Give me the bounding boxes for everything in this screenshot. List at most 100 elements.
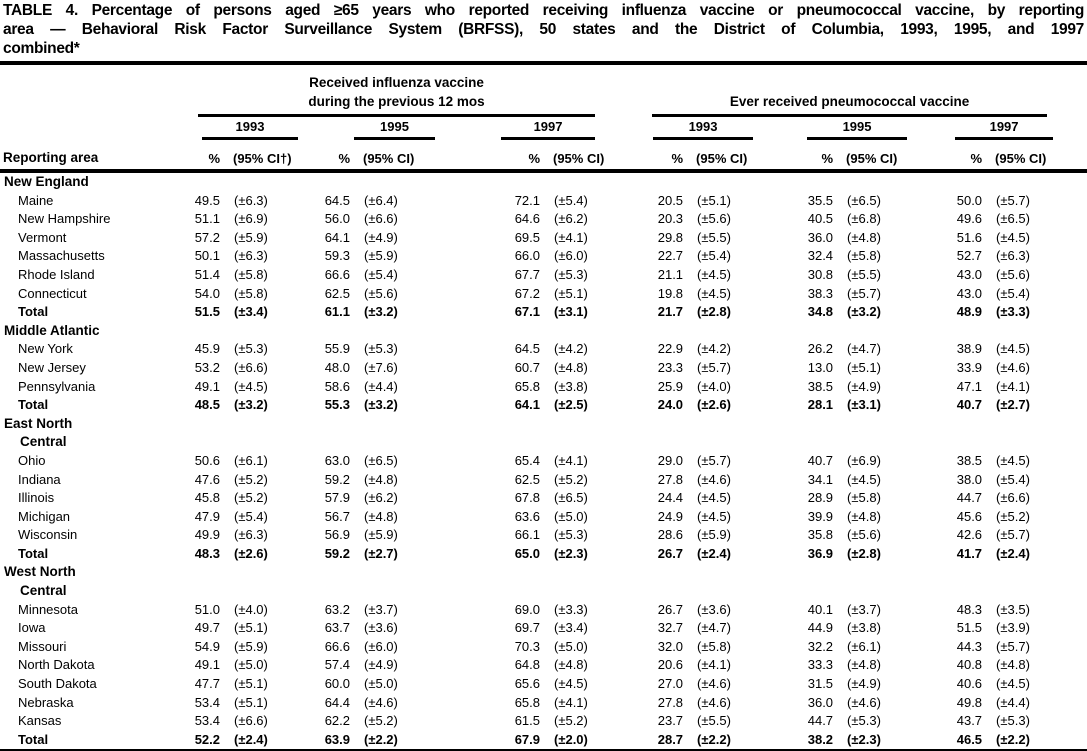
- percent-value-cell: 40.1: [807, 601, 834, 617]
- percent-value-cell: 48.0: [324, 359, 350, 375]
- percent-value-cell: 59.2: [324, 471, 350, 487]
- ci-value-cell: (±4.9): [364, 229, 398, 245]
- pneumococcal-group-header: Ever received pneumococcal vaccine: [595, 63, 1087, 117]
- ci-value-cell: (±5.0): [554, 638, 588, 654]
- percent-value-cell: 26.2: [807, 341, 834, 357]
- percent-value-cell: 62.5: [514, 471, 540, 487]
- percent-value-cell: 24.9: [657, 508, 684, 524]
- percent-header: %: [912, 140, 983, 173]
- percent-value-cell: 36.0: [807, 229, 834, 245]
- percent-value-cell: 65.8: [514, 694, 540, 710]
- percent-value-cell: 28.1: [807, 397, 834, 413]
- percent-value-cell: 32.2: [807, 638, 834, 654]
- region-name: New England: [4, 174, 89, 189]
- total-label-cell: Total: [18, 545, 49, 561]
- percent-value-cell: 19.8: [657, 285, 684, 301]
- ci-value-cell: (±5.1): [234, 620, 268, 636]
- percent-value-cell: 32.4: [807, 248, 834, 264]
- percent-value-cell: 36.0: [807, 694, 834, 710]
- percent-value-cell: 51.6: [956, 229, 983, 245]
- ci-value-cell: (±3.2): [364, 397, 398, 413]
- ci-value-cell: (±6.5): [554, 490, 588, 506]
- ci-value-cell: (±5.7): [996, 638, 1030, 654]
- ci-value-cell: (±5.7): [847, 285, 881, 301]
- influenza-group-header-line2: during the previous 12 mos: [308, 94, 485, 109]
- measure-header-row: % (95% CI†) % (95% CI) % (95% CI) % (95%…: [0, 140, 1087, 173]
- ci-value-cell: (±2.4): [996, 545, 1030, 561]
- percent-value-cell: 35.8: [807, 527, 834, 543]
- percent-value-cell: 47.7: [194, 676, 220, 692]
- state-row: Maine 49.5 (±6.3) 64.5 (±6.4) 72.1 (±5.4) 20.5 (…: [0, 192, 1087, 211]
- ci-value-cell: (±2.8): [697, 304, 731, 320]
- percent-value-cell: 65.6: [514, 676, 540, 692]
- ci-value-cell: (±4.6): [697, 694, 731, 710]
- ci-value-cell: (±4.4): [364, 378, 398, 394]
- state-name-cell: Connecticut: [18, 285, 87, 301]
- ci-value-cell: (±4.2): [554, 341, 588, 357]
- percent-value-cell: 47.9: [194, 508, 220, 524]
- state-name-cell: Missouri: [18, 638, 67, 654]
- percent-value-cell: 60.7: [514, 359, 540, 375]
- total-row: Total 48.5 (±3.2) 55.3 (±3.2) 64.1 (±2.5) 24.0 (…: [0, 396, 1087, 415]
- ci-value-cell: (±5.7): [697, 452, 731, 468]
- percent-value-cell: 69.5: [514, 229, 540, 245]
- percent-value-cell: 64.1: [514, 397, 540, 413]
- ci-value-cell: (±3.9): [996, 620, 1030, 636]
- ci-value-cell: (±4.8): [847, 508, 881, 524]
- percent-value-cell: 49.5: [194, 192, 220, 208]
- ci-value-cell: (±5.4): [234, 508, 268, 524]
- ci-value-cell: (±5.7): [996, 192, 1030, 208]
- ci-value-cell: (±2.4): [697, 545, 731, 561]
- percent-value-cell: 61.5: [514, 713, 540, 729]
- ci-value-cell: (±5.3): [554, 266, 588, 282]
- ci-value-cell: (±5.1): [234, 694, 268, 710]
- percent-value-cell: 20.3: [657, 211, 684, 227]
- percent-value-cell: 35.5: [807, 192, 834, 208]
- percent-value-cell: 53.2: [194, 359, 220, 375]
- ci-value-cell: (±4.1): [697, 657, 731, 673]
- ci-value-cell: (±3.3): [554, 601, 588, 617]
- ci-value-cell: (±5.7): [996, 527, 1030, 543]
- ci-value-cell: (±5.2): [996, 508, 1030, 524]
- percent-value-cell: 59.2: [324, 545, 350, 561]
- percent-value-cell: 67.9: [514, 731, 540, 747]
- ci-value-cell: (±2.2): [697, 731, 731, 747]
- ci-value-cell: (±4.6): [697, 471, 731, 487]
- percent-value-cell: 66.0: [514, 248, 540, 264]
- ci-value-cell: (±2.8): [847, 545, 881, 561]
- ci-value-cell: (±2.6): [697, 397, 731, 413]
- ci-value-cell: (±5.1): [697, 192, 731, 208]
- ci-value-cell: (±5.6): [847, 527, 881, 543]
- percent-header: %: [595, 140, 684, 173]
- ci-value-cell: (±4.6): [996, 359, 1030, 375]
- state-row: Connecticut 54.0 (±5.8) 62.5 (±5.6) 67.2 (±5.1…: [0, 285, 1087, 304]
- percent-value-cell: 44.3: [956, 638, 983, 654]
- ci-value-cell: (±5.3): [554, 527, 588, 543]
- percent-value-cell: 56.0: [324, 211, 350, 227]
- ci-value-cell: (±5.2): [234, 490, 268, 506]
- percent-value-cell: 28.7: [657, 731, 684, 747]
- state-row: New Jersey 53.2 (±6.6) 48.0 (±7.6) 60.7 (±4.8)…: [0, 359, 1087, 378]
- percent-value-cell: 62.5: [324, 285, 350, 301]
- ci-value-cell: (±5.1): [234, 676, 268, 692]
- percent-value-cell: 47.6: [194, 471, 220, 487]
- percent-value-cell: 72.1: [514, 192, 540, 208]
- percent-value-cell: 55.9: [324, 341, 350, 357]
- percent-value-cell: 66.1: [514, 527, 540, 543]
- state-name-cell: Massachusetts: [18, 248, 105, 264]
- ci-value-cell: (±2.3): [554, 545, 588, 561]
- percent-value-cell: 56.9: [324, 527, 350, 543]
- table-body: New England Maine 49.5 (±6.3) 64.5 (±6.4) 72.1…: [0, 171, 1087, 751]
- ci-value-cell: (±4.5): [847, 471, 881, 487]
- state-row: Illinois 45.8 (±5.2) 57.9 (±6.2) 67.8 (±6.5) 24…: [0, 489, 1087, 508]
- total-row: Total 48.3 (±2.6) 59.2 (±2.7) 65.0 (±2.3) 26.7 (…: [0, 545, 1087, 564]
- state-row: Missouri 54.9 (±5.9) 66.6 (±6.0) 70.3 (±5.0) 32…: [0, 638, 1087, 657]
- percent-value-cell: 13.0: [807, 359, 834, 375]
- ci-header: (95% CI): [350, 140, 435, 173]
- percent-header: %: [762, 140, 834, 173]
- ci-value-cell: (±4.8): [364, 508, 398, 524]
- table-title: TABLE 4. Percentage of persons aged ≥65 …: [0, 0, 1087, 58]
- state-name-cell: Iowa: [18, 620, 46, 636]
- state-name-cell: New Jersey: [18, 359, 86, 375]
- ci-value-cell: (±3.2): [847, 304, 881, 320]
